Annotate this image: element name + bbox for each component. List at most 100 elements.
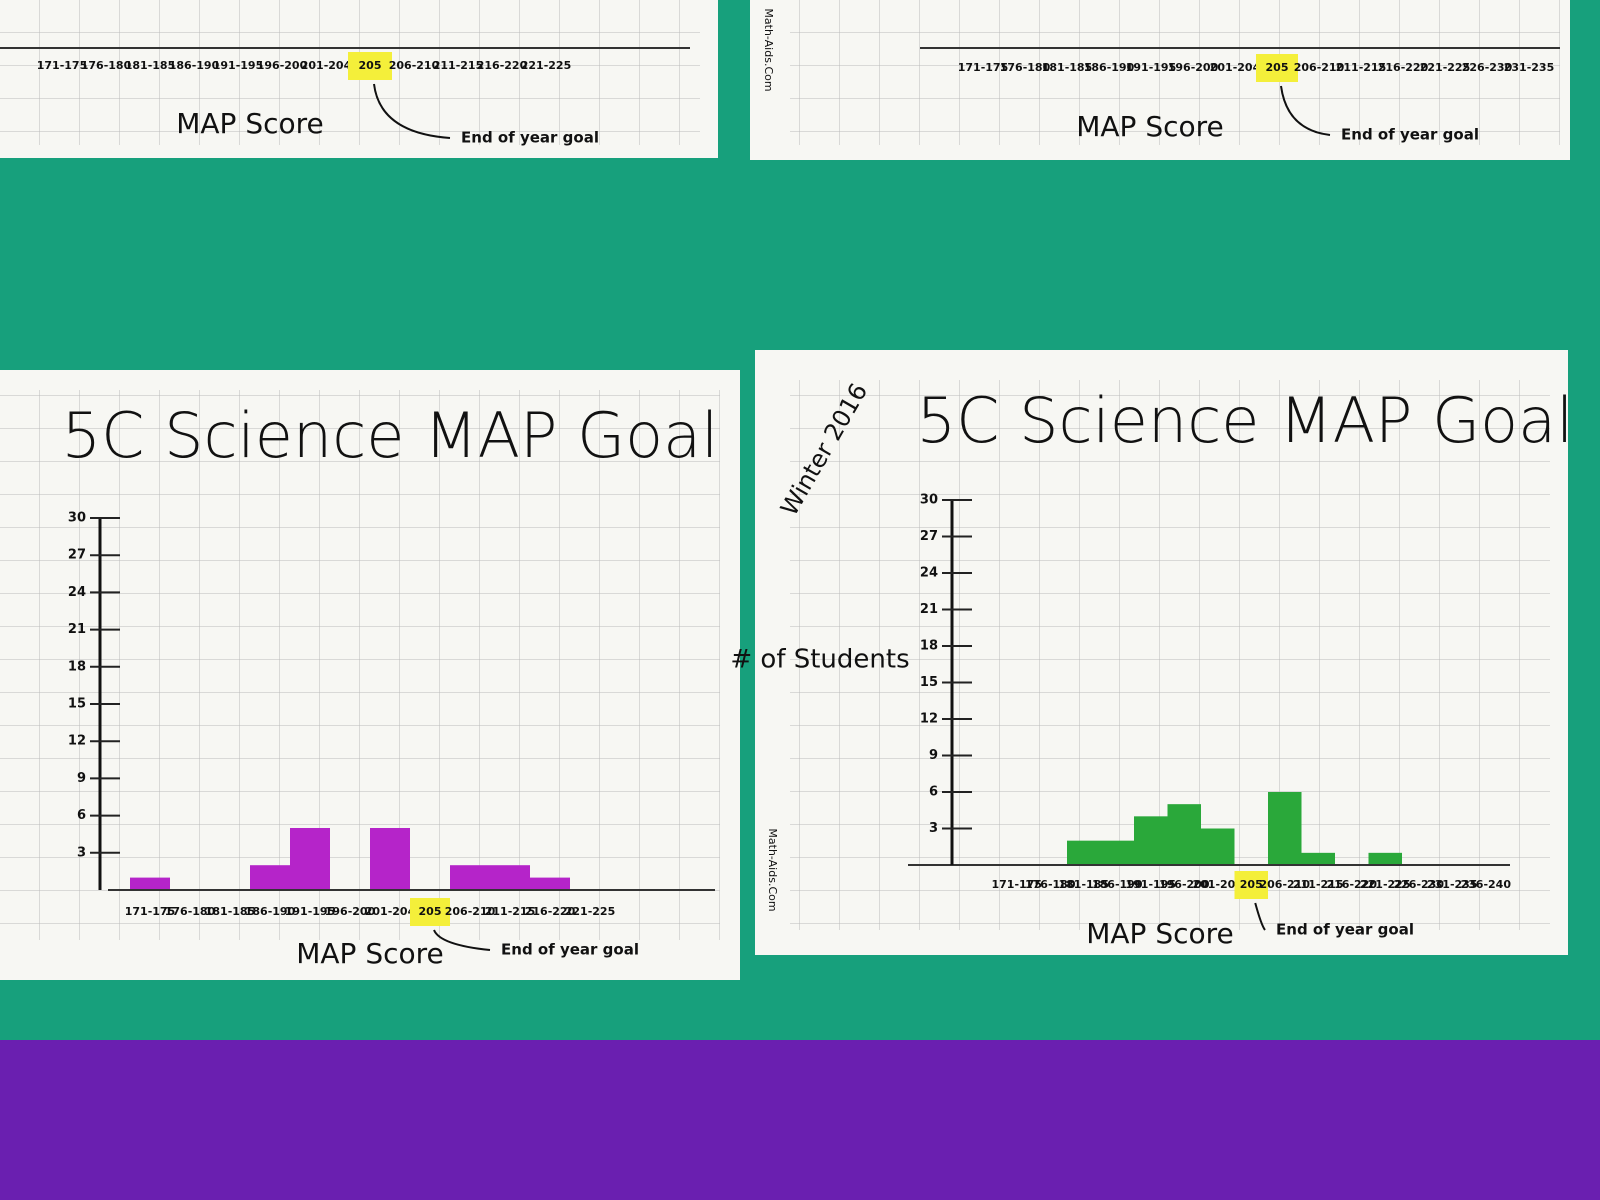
bar xyxy=(1067,840,1101,865)
x-axis-title: MAP Score xyxy=(296,937,444,970)
x-tick-label: 221-225 xyxy=(521,59,572,72)
x-tick-label: 181-185 xyxy=(205,905,256,918)
goal-highlight xyxy=(348,52,392,80)
x-tick-label: 211-215 xyxy=(1336,61,1387,74)
x-tick-label: 201-204 xyxy=(1210,61,1261,74)
x-tick-label: 201-204 xyxy=(365,905,416,918)
bar xyxy=(450,865,490,890)
x-tick-label: 186-190 xyxy=(1084,61,1135,74)
bar xyxy=(1368,852,1402,865)
goal-annotation: End of year goal xyxy=(1341,126,1479,144)
goal-annotation: End of year goal xyxy=(501,941,639,959)
x-tick-label: 221-225 xyxy=(1360,878,1411,891)
x-axis-title: MAP Score xyxy=(176,107,324,140)
x-tick-label: 205 xyxy=(359,59,382,72)
y-tick-label: 24 xyxy=(920,566,938,581)
x-tick-label: 176-180 xyxy=(1000,61,1051,74)
y-tick-label: 27 xyxy=(920,529,938,544)
x-tick-label: 206-210 xyxy=(445,905,496,918)
x-tick-label: 171-175 xyxy=(992,878,1043,891)
x-tick-label: 186-190 xyxy=(169,59,220,72)
bar xyxy=(130,877,170,890)
x-tick-label: 216-220 xyxy=(1378,61,1429,74)
x-tick-label: 196-200 xyxy=(1159,878,1210,891)
x-tick-label: 211-215 xyxy=(485,905,536,918)
x-tick-label: 205 xyxy=(1240,878,1263,891)
y-tick-label: 30 xyxy=(68,511,86,526)
x-tick-label: 171-175 xyxy=(37,59,88,72)
y-tick-label: 27 xyxy=(68,548,86,563)
x-tick-label: 226-230 xyxy=(1394,878,1445,891)
x-tick-label: 221-225 xyxy=(1420,61,1471,74)
goal-annotation: End of year goal xyxy=(1276,921,1414,939)
x-tick-label: 226-230 xyxy=(1462,61,1513,74)
y-tick-label: 3 xyxy=(929,821,938,836)
source-watermark: Math-Aids.Com xyxy=(762,8,775,91)
x-tick-label: 196-200 xyxy=(257,59,308,72)
bar xyxy=(1100,840,1134,865)
y-tick-label: 24 xyxy=(68,585,86,600)
x-tick-label: 201-204 xyxy=(1193,878,1244,891)
source-watermark: Math-Aids.Com xyxy=(766,828,779,911)
paper-top-right xyxy=(750,0,1570,160)
bar xyxy=(1201,828,1235,865)
x-tick-label: 176-180 xyxy=(1025,878,1076,891)
x-tick-label: 176-180 xyxy=(81,59,132,72)
y-tick-label: 12 xyxy=(920,712,938,727)
x-axis-title: MAP Score xyxy=(1086,917,1234,950)
x-tick-label: 231-235 xyxy=(1427,878,1478,891)
y-tick-label: 9 xyxy=(929,748,938,763)
x-tick-label: 181-185 xyxy=(1042,61,1093,74)
chart-title: 5C Science MAP Goal xyxy=(917,384,1574,457)
bar xyxy=(1268,792,1302,865)
x-tick-label: 205 xyxy=(419,905,442,918)
y-tick-label: 9 xyxy=(77,771,86,786)
x-tick-label: 171-175 xyxy=(125,905,176,918)
y-tick-label: 21 xyxy=(920,602,938,617)
y-tick-label: 15 xyxy=(920,675,938,690)
y-tick-label: 18 xyxy=(920,639,938,654)
x-tick-label: 216-220 xyxy=(477,59,528,72)
x-tick-label: 191-195 xyxy=(213,59,264,72)
y-tick-label: 6 xyxy=(929,785,938,800)
y-tick-label: 12 xyxy=(68,734,86,749)
bar xyxy=(490,865,530,890)
y-tick-label: 18 xyxy=(68,659,86,674)
y-tick-label: 6 xyxy=(77,808,86,823)
x-tick-label: 211-215 xyxy=(1293,878,1344,891)
goal-highlight xyxy=(410,898,450,926)
purple-border xyxy=(0,1040,1600,1200)
x-tick-label: 191-195 xyxy=(1126,61,1177,74)
x-tick-label: 181-185 xyxy=(1059,878,1110,891)
x-tick-label: 196-200 xyxy=(1168,61,1219,74)
x-tick-label: 191-195 xyxy=(1126,878,1177,891)
y-tick-label: 3 xyxy=(77,845,86,860)
x-tick-label: 216-220 xyxy=(525,905,576,918)
goal-arrow xyxy=(433,929,491,951)
goal-annotation: End of year goal xyxy=(461,129,599,147)
goal-highlight xyxy=(1234,871,1268,899)
x-tick-label: 205 xyxy=(1266,61,1289,74)
x-tick-label: 231-235 xyxy=(1504,61,1555,74)
x-tick-label: 171-175 xyxy=(958,61,1009,74)
bar xyxy=(1167,804,1201,865)
chart-title: 5C Science MAP Goal xyxy=(62,399,719,472)
goal-arrow xyxy=(1254,902,1266,931)
x-tick-label: 186-190 xyxy=(1092,878,1143,891)
y-tick-label: 21 xyxy=(68,622,86,637)
goal-highlight xyxy=(1256,54,1298,82)
goal-arrow xyxy=(1280,85,1331,136)
bar xyxy=(370,828,410,890)
x-tick-label: 181-185 xyxy=(125,59,176,72)
x-tick-label: 216-220 xyxy=(1327,878,1378,891)
x-tick-label: 236-240 xyxy=(1461,878,1512,891)
x-tick-label: 191-195 xyxy=(285,905,336,918)
y-axis-title: # of Students xyxy=(730,645,909,675)
x-tick-label: 196-200 xyxy=(325,905,376,918)
bar xyxy=(290,828,330,890)
x-tick-label: 201-204 xyxy=(301,59,352,72)
x-tick-label: 221-225 xyxy=(565,905,616,918)
goal-arrow xyxy=(373,83,451,139)
